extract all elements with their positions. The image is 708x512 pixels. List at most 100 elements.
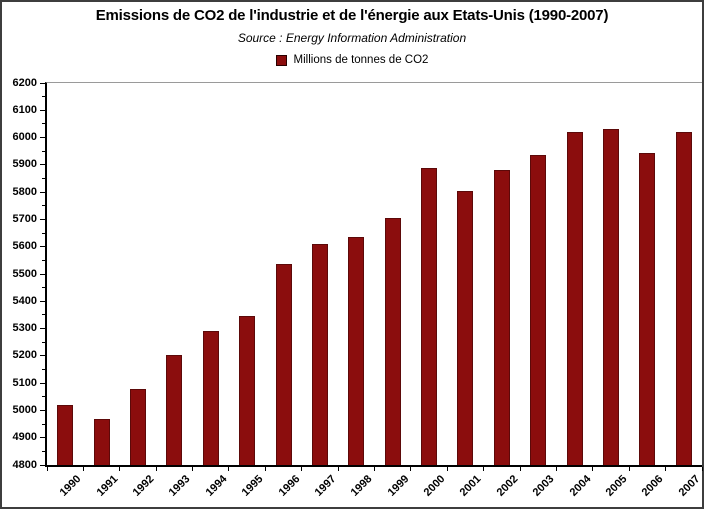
y-tick-label: 6000 [12, 131, 37, 144]
y-tick-label: 4800 [12, 458, 37, 471]
bar-2001 [457, 190, 474, 465]
bar-1991 [93, 418, 110, 465]
y-major-tick [40, 464, 45, 466]
x-tick [446, 467, 448, 471]
x-tick-label-2006: 2006 [640, 473, 666, 499]
y-tick-label: 5700 [12, 212, 37, 225]
x-tick-label-1992: 1992 [130, 473, 157, 499]
y-major-tick [40, 409, 45, 411]
y-tick-label: 6200 [12, 76, 37, 89]
chart-title: Emissions de CO2 de l'industrie et de l'… [95, 7, 609, 24]
x-tick [119, 467, 121, 471]
bar-2005 [603, 129, 620, 465]
y-minor-tick [42, 423, 45, 425]
y-major-tick [40, 246, 45, 248]
x-tick [592, 467, 594, 471]
bar-2002 [493, 170, 510, 465]
bar-1994 [202, 331, 219, 465]
x-tick-label-2001: 2001 [458, 473, 484, 499]
bar-1992 [129, 388, 146, 465]
bar-1997 [311, 244, 328, 465]
x-tick-label-1994: 1994 [203, 473, 230, 499]
x-tick-label-2005: 2005 [603, 473, 630, 499]
y-major-tick [40, 82, 45, 84]
y-tick-label: 5600 [12, 240, 37, 253]
x-tick [264, 467, 266, 471]
y-minor-tick [42, 396, 45, 398]
y-major-tick [40, 328, 45, 330]
x-tick-label-2007: 2007 [676, 473, 703, 499]
y-tick-label: 5200 [12, 349, 37, 362]
plot-area: 4800 4900 5000 5100 5200 5300 5400 5500 5600 5700… [13, 77, 703, 499]
y-major-tick [40, 355, 45, 357]
x-tick [82, 467, 84, 471]
y-minor-tick [42, 96, 45, 98]
x-tick [519, 467, 521, 471]
x-tick-label-2002: 2002 [494, 473, 521, 499]
bar-1999 [384, 218, 401, 465]
y-minor-tick [42, 369, 45, 370]
x-tick [192, 467, 194, 471]
x-tick [483, 467, 485, 471]
x-tick-label-1995: 1995 [239, 473, 266, 499]
y-tick-label: 5100 [12, 376, 37, 389]
y-major-tick [40, 191, 45, 193]
y-tick-label: 4900 [12, 431, 37, 444]
x-tick [410, 467, 412, 471]
y-tick-label: 6100 [12, 103, 37, 116]
y-tick-label: 5300 [12, 322, 37, 335]
bar-2004 [566, 132, 583, 465]
y-tick-label: 5400 [12, 294, 37, 307]
x-tick [665, 467, 667, 471]
y-tick-label: 5900 [12, 158, 37, 171]
y-tick-label: 5000 [12, 403, 37, 416]
bar-2006 [639, 152, 656, 465]
x-tick-label-1991: 1991 [94, 473, 121, 499]
y-minor-tick [42, 205, 45, 207]
y-minor-tick [42, 178, 45, 179]
bar-1990 [57, 404, 74, 465]
y-tick-label: 5800 [12, 185, 37, 198]
x-tick-label-2000: 2000 [421, 473, 448, 499]
bar-2007 [675, 132, 692, 465]
bar-2003 [530, 155, 547, 465]
y-minor-tick [42, 341, 45, 343]
y-minor-tick [42, 232, 45, 234]
y-minor-tick [42, 150, 45, 152]
x-tick-label-1996: 1996 [276, 473, 303, 499]
x-tick-label-1990: 1990 [57, 473, 84, 499]
x-tick-label-2004: 2004 [567, 473, 594, 499]
x-tick-label-1997: 1997 [312, 473, 339, 499]
legend: Millions de tonnes de CO2 [2, 54, 702, 66]
y-major-tick [40, 109, 45, 111]
y-minor-tick [42, 450, 45, 452]
y-minor-tick [42, 123, 45, 125]
y-tick-label: 5500 [12, 267, 37, 280]
x-tick [555, 467, 557, 471]
y-minor-tick [42, 287, 45, 289]
y-major-tick [40, 437, 45, 439]
x-tick-label-1999: 1999 [385, 473, 412, 499]
x-tick [155, 467, 157, 471]
x-tick-label-1993: 1993 [167, 473, 193, 499]
bar-2000 [421, 167, 438, 465]
y-minor-tick [42, 314, 45, 316]
bar-1993 [166, 354, 183, 465]
chart-subtitle: Source : Energy Information Administrati… [237, 31, 467, 45]
x-tick [374, 467, 375, 471]
bar-1996 [275, 264, 292, 465]
bar-1995 [239, 316, 256, 465]
y-major-tick [40, 300, 45, 302]
y-major-tick [40, 273, 45, 275]
y-major-tick [40, 218, 45, 220]
y-major-tick [40, 164, 45, 166]
x-tick [337, 467, 339, 471]
y-minor-tick [42, 259, 45, 261]
x-tick [628, 467, 630, 471]
x-tick [228, 467, 230, 471]
x-tick [46, 467, 48, 471]
bar-1998 [348, 237, 365, 465]
x-tick [301, 467, 303, 471]
